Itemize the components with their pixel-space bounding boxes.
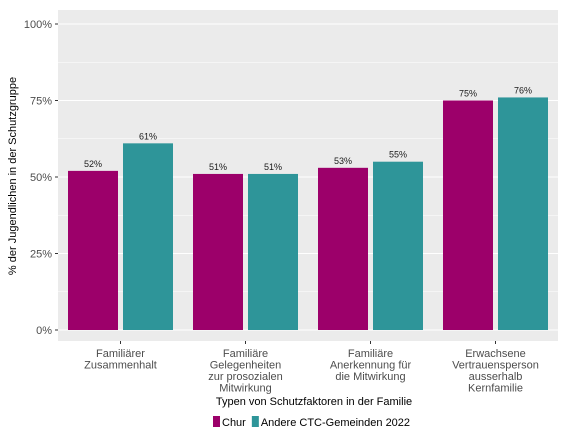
x-tick-label: Erwachsene Vertrauensperson ausserhalb Kern…: [452, 348, 539, 395]
bar: [318, 167, 368, 330]
bar: [193, 173, 243, 330]
bar: [498, 97, 548, 330]
y-tick-label: 50%: [30, 172, 52, 184]
x-tick-label: Familiäre Gelegenheiten zur prosozialen Mit…: [208, 348, 283, 395]
legend-swatch: [213, 416, 220, 427]
y-tick-label: 0%: [36, 325, 52, 337]
legend-label: Andere CTC-Gemeinden 2022: [261, 417, 410, 427]
data-label: 53%: [334, 156, 352, 166]
y-axis-title: % der Jugendlichen in der Schutzgruppe: [7, 77, 19, 275]
legend: Chur Andere CTC-Gemeinden 2022: [213, 416, 410, 427]
data-label: 76%: [514, 85, 532, 95]
bars: [68, 97, 548, 330]
y-tick-label: 25%: [30, 249, 52, 261]
data-label: 52%: [84, 159, 102, 169]
bar: [123, 143, 173, 330]
x-tick-label: Familiäre Anerkennung für die Mitwirkung: [330, 348, 412, 383]
bar: [68, 170, 118, 330]
y-tick-label: 75%: [30, 96, 52, 108]
data-label: 51%: [264, 162, 282, 172]
data-labels: 52% 61% 51% 51% 53% 55% 75% 76%: [84, 85, 532, 172]
legend-label: Chur: [222, 417, 246, 427]
x-axis-title: Typen von Schutzfaktoren in der Familie: [216, 396, 412, 408]
bar: [373, 161, 423, 330]
data-label: 55%: [389, 150, 407, 160]
y-axis-ticks: 0% 25% 50% 75% 100%: [24, 19, 58, 337]
data-label: 51%: [209, 162, 227, 172]
bar: [248, 173, 298, 330]
data-label: 75%: [459, 89, 477, 99]
legend-swatch: [251, 416, 259, 427]
x-tick-label: Familiärer Zusammenhalt: [84, 348, 157, 372]
data-label: 61%: [139, 131, 157, 141]
x-axis-categories: Familiärer Zusammenhalt Familiäre Gelegenhe…: [84, 341, 539, 395]
bar: [443, 100, 493, 330]
y-tick-label: 100%: [24, 19, 52, 31]
